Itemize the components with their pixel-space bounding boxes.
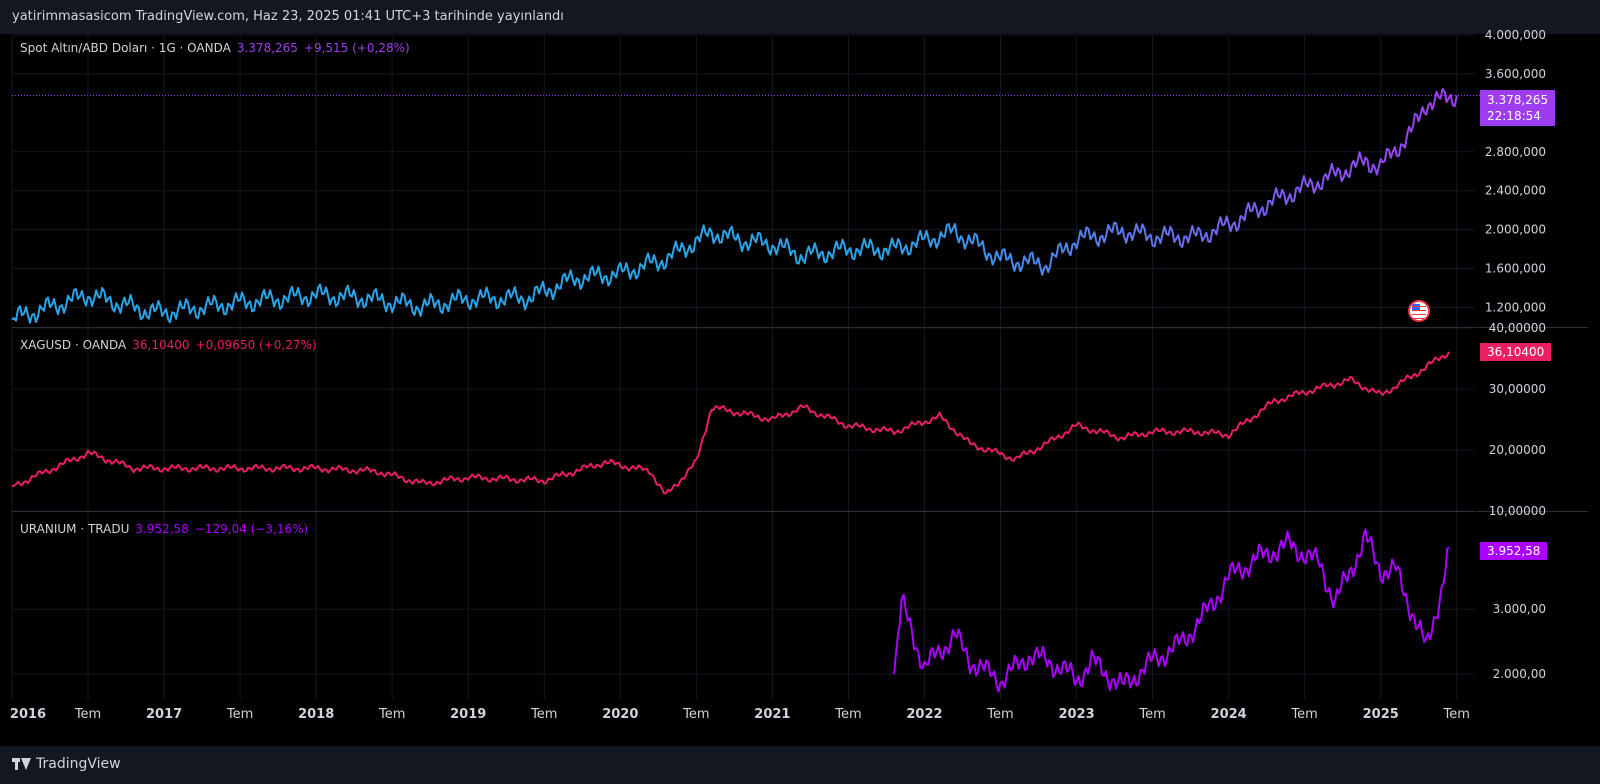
footer-bar: TradingView bbox=[0, 746, 1600, 784]
silver-change: +0,09650 (+0,27%) bbox=[195, 338, 317, 352]
x-tick-label-9: Tem bbox=[682, 707, 709, 722]
us-flag-icon[interactable] bbox=[1408, 300, 1430, 322]
silver-last: 36,10400 bbox=[132, 338, 190, 352]
gold-badge-value: 3.378,265 bbox=[1487, 93, 1549, 107]
gold-change: +9,515 (+0,28%) bbox=[303, 41, 410, 55]
y-tick-label-0-5: 1.600,000 bbox=[1485, 262, 1546, 276]
y-tick-label-0-4: 2.000,000 bbox=[1485, 223, 1546, 237]
x-tick-label-10: 2021 bbox=[754, 707, 790, 722]
x-tick-label-12: 2022 bbox=[906, 707, 942, 722]
x-tick-label-15: Tem bbox=[1138, 707, 1165, 722]
header-bar: yatirimmasasicom TradingView.com, Haz 23… bbox=[0, 0, 1600, 34]
y-tick-label-0-2: 2.800,000 bbox=[1485, 145, 1546, 159]
tradingview-brand: TradingView bbox=[36, 756, 121, 772]
silver-legend[interactable]: XAGUSD · OANDA 36,10400 +0,09650 (+0,27%… bbox=[20, 338, 317, 352]
x-tick-label-4: 2018 bbox=[298, 707, 334, 722]
silver-symbol: XAGUSD · OANDA bbox=[20, 338, 127, 352]
publish-info: yatirimmasasicom TradingView.com, Haz 23… bbox=[12, 9, 564, 24]
y-tick-label-2-1: 2.000,00 bbox=[1493, 667, 1546, 681]
x-tick-label-1: Tem bbox=[74, 707, 101, 722]
series-line-1 bbox=[11, 351, 1450, 495]
x-tick-label-19: Tem bbox=[1443, 707, 1470, 722]
tradingview-logo[interactable]: TradingView bbox=[12, 756, 121, 772]
x-tick-label-3: Tem bbox=[226, 707, 253, 722]
tradingview-logo-icon bbox=[12, 758, 32, 770]
uranium-symbol: URANIUM · TRADU bbox=[20, 522, 130, 536]
uranium-price-badge: 3.952,58 bbox=[1480, 542, 1548, 560]
gold-legend[interactable]: Spot Altın/ABD Doları · 1G · OANDA 3.378… bbox=[20, 41, 410, 55]
y-tick-label-0-6: 1.200,000 bbox=[1485, 301, 1546, 315]
silver-price-badge: 36,10400 bbox=[1480, 343, 1552, 361]
y-tick-label-0-0: 4.000,000 bbox=[1485, 28, 1546, 42]
series-line-2 bbox=[893, 528, 1450, 693]
y-tick-label-0-1: 3.600,000 bbox=[1485, 67, 1546, 81]
x-tick-label-2: 2017 bbox=[146, 707, 182, 722]
gold-badge-time: 22:18:54 bbox=[1487, 109, 1541, 123]
x-tick-label-11: Tem bbox=[834, 707, 861, 722]
y-tick-label-2-0: 3.000,00 bbox=[1493, 602, 1546, 616]
x-tick-label-14: 2023 bbox=[1058, 707, 1094, 722]
x-tick-label-13: Tem bbox=[986, 707, 1013, 722]
chart-frame[interactable] bbox=[12, 34, 1588, 762]
x-tick-label-7: Tem bbox=[530, 707, 557, 722]
series-line-0 bbox=[11, 88, 1458, 324]
uranium-legend[interactable]: URANIUM · TRADU 3.952,58 −129,04 (−3,16%… bbox=[20, 522, 308, 536]
y-tick-label-1-1: 30,00000 bbox=[1489, 382, 1546, 396]
gold-last: 3.378,265 bbox=[236, 41, 298, 55]
x-tick-label-18: 2025 bbox=[1363, 707, 1399, 722]
y-tick-label-0-3: 2.400,000 bbox=[1485, 184, 1546, 198]
uranium-change: −129,04 (−3,16%) bbox=[194, 522, 309, 536]
x-tick-label-8: 2020 bbox=[602, 707, 638, 722]
x-tick-label-6: 2019 bbox=[450, 707, 486, 722]
y-tick-label-1-0: 40,00000 bbox=[1489, 321, 1546, 335]
x-tick-label-17: Tem bbox=[1290, 707, 1317, 722]
gold-price-badge: 3.378,265 22:18:54 bbox=[1480, 90, 1556, 126]
x-tick-label-0: 2016 bbox=[10, 707, 46, 722]
x-tick-label-16: 2024 bbox=[1211, 707, 1247, 722]
uranium-last: 3.952,58 bbox=[135, 522, 189, 536]
x-tick-label-5: Tem bbox=[378, 707, 405, 722]
y-tick-label-1-2: 20,00000 bbox=[1489, 443, 1546, 457]
y-tick-label-1-3: 10,00000 bbox=[1489, 504, 1546, 518]
gold-symbol: Spot Altın/ABD Doları · 1G · OANDA bbox=[20, 41, 231, 55]
